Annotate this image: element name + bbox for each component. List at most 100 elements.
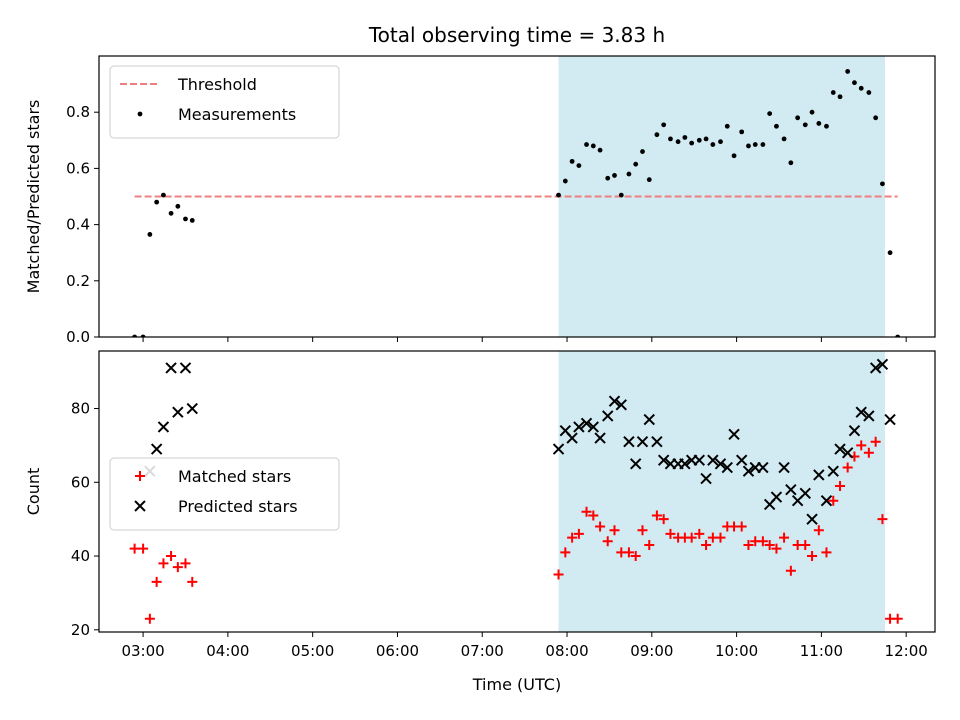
bottom-point [757,536,768,547]
bottom-point [785,565,796,576]
bottom-point [834,443,846,455]
bottom-point [721,461,733,474]
bottom-point [560,547,571,558]
bottom-point [799,487,811,500]
bottom-point [877,514,888,525]
bottom-point [651,436,663,448]
bottom-point [715,532,726,543]
bottom-point [821,547,832,558]
bottom-point [573,528,584,539]
bottom-point [623,547,634,558]
bottom-point [892,613,903,624]
legend-label: Threshold [177,75,257,94]
bottom-point [807,551,818,562]
top-point [576,163,582,168]
bottom-point [637,525,648,536]
bottom-point [623,436,635,448]
bottom-point [828,495,839,506]
top-point [640,149,645,154]
bottom-point [707,454,719,466]
bottom-point [778,461,790,474]
bottom-point [785,483,797,496]
top-legend-box [109,65,340,139]
x-tick-label: 04:00 [206,642,249,660]
bottom-point [657,454,670,466]
chart-title: Total observing time = 3.83 h [368,23,665,47]
bottom-point [869,362,882,374]
bottom-point [567,532,578,543]
bottom-y-tick-label: 60 [71,473,90,491]
bottom-y-axis-label: Count [24,468,43,516]
bottom-point [580,417,593,429]
bottom-point [841,447,854,459]
bottom-point [630,551,641,562]
bottom-point [553,569,564,580]
x-tick-label: 11:00 [800,642,843,660]
bottom-point [151,576,162,587]
top-point [654,132,660,138]
top-plot-area [132,69,901,337]
top-point [858,85,864,91]
bottom-point [771,543,782,554]
bottom-point [855,406,867,418]
bottom-axes-frame [98,350,936,633]
bottom-point [694,528,705,539]
bottom-point [701,539,712,550]
bottom-point [187,576,198,587]
top-point [612,173,617,178]
top-point [802,122,808,128]
top-point [569,158,575,164]
bottom-point [820,495,833,507]
bottom-point [870,436,881,447]
bottom-point [144,613,155,624]
top-point [626,171,632,177]
top-point [788,160,794,166]
bottom-point [186,402,198,415]
bottom-point [172,562,183,573]
x-tick-label: 07:00 [461,642,504,660]
bottom-y-tick-label: 80 [71,400,90,418]
bottom-point [644,539,655,550]
top-point [781,136,787,142]
top-y-axis-label: Matched/Predicted stars [24,100,43,294]
top-point [175,203,181,209]
bottom-point [827,465,839,477]
bottom-point [876,358,889,370]
top-point [605,175,611,181]
bottom-legend: Matched stars Predicted stars [109,457,340,531]
bottom-point [848,424,861,437]
bottom-point [643,413,655,426]
bottom-point [138,543,149,554]
top-point [795,115,801,121]
bottom-point [770,491,783,503]
bottom-point [856,440,867,451]
top-point [189,217,195,223]
top-point [168,210,174,216]
bottom-point [813,525,824,536]
bottom-point [735,454,748,466]
top-point [767,111,773,117]
bottom-point [581,506,592,517]
bottom-y-tick-label: 20 [71,621,90,639]
legend-label: Matched stars [178,467,291,486]
bottom-point [180,558,191,569]
top-point [837,94,843,100]
top-y-tick-label: 0.4 [66,216,90,234]
bottom-point [636,436,649,448]
x-tick-label: 09:00 [630,642,673,660]
top-point [618,192,624,198]
x-tick-label: 12:00 [885,642,928,660]
bottom-point [665,528,676,539]
bottom-point [588,510,599,521]
top-y-tick-label: 0.8 [66,103,90,121]
top-point [675,139,681,145]
bottom-point [651,510,662,521]
bottom-point [779,532,790,543]
bottom-series-0 [129,436,903,624]
x-tick-label: 08:00 [545,642,588,660]
top-point [668,136,673,142]
bottom-point [552,443,565,455]
top-point [752,142,758,147]
top-point [724,123,730,129]
